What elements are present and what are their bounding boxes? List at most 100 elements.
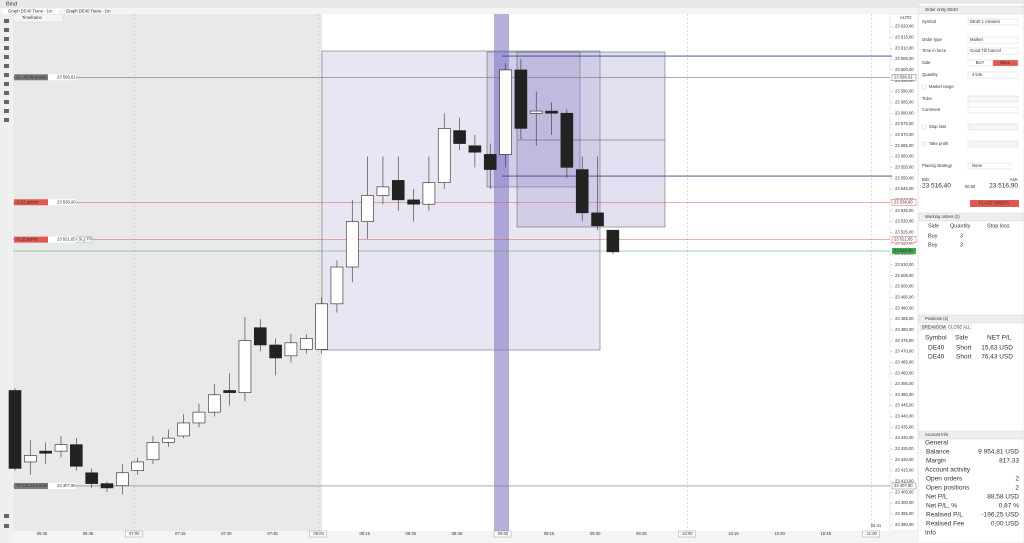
sell-toggle[interactable]: [992, 59, 1019, 67]
tab-label[interactable]: Graph DE40 Trans - 1m: [66, 9, 111, 14]
candle-body: [269, 344, 282, 359]
positions-tab[interactable]: [945, 324, 972, 331]
field-input[interactable]: [967, 18, 1019, 26]
y-tick-label: 23 425,00: [895, 446, 914, 451]
level-button[interactable]: [76, 236, 85, 243]
level-price-box: [48, 482, 76, 489]
x-tick-label: 10:15: [728, 531, 739, 536]
candle-body: [499, 69, 512, 155]
checkbox[interactable]: [921, 124, 927, 130]
candle-body: [192, 411, 206, 424]
row-value: 817,33: [999, 458, 1019, 465]
candle-body: [560, 112, 574, 168]
row-value: 0,87 %: [999, 503, 1019, 510]
column-header: Side: [955, 335, 968, 342]
y-tick-label: 23 405,00: [895, 489, 914, 494]
cell: Short: [956, 354, 972, 361]
checkbox[interactable]: [921, 84, 927, 90]
y-tick-label: 23 460,00: [895, 370, 914, 375]
panel-text: Stop loss: [929, 124, 946, 129]
y-tick-label: 23 435,00: [895, 424, 914, 429]
positions-tab[interactable]: [919, 324, 946, 331]
level-points: 121,48 points: [22, 483, 47, 488]
panel-title: Working orders (2): [925, 214, 960, 219]
candle-body: [39, 450, 52, 454]
panel-title: Order entry DE40: [925, 7, 958, 12]
row-label: Realised Fee: [926, 521, 965, 528]
row-label: Balance: [926, 449, 950, 456]
ticks-input: [967, 95, 1019, 103]
y-tick-label: 23 495,00: [895, 294, 914, 299]
axis-badge: [891, 482, 917, 490]
candle-body: [591, 212, 604, 227]
row-value: 9 954,81 USD: [978, 449, 1019, 456]
x-tick-label: 11:00: [867, 531, 878, 536]
candle-body: [70, 444, 83, 467]
quantity-input[interactable]: [967, 71, 1019, 79]
current-badge: [892, 247, 916, 254]
side-panel: [919, 4, 1023, 542]
y-tick-label: 23 500,00: [895, 284, 914, 289]
section-title: Info: [925, 530, 936, 537]
spread: 00,50: [965, 184, 976, 189]
candle-body: [116, 472, 129, 487]
tab[interactable]: [3, 9, 59, 14]
panel-header: [918, 5, 1024, 15]
y-tick-label: 23 580,00: [895, 110, 914, 115]
x-tick-box: [309, 530, 327, 538]
buy-label: BUY: [976, 60, 985, 65]
candle-body: [85, 472, 98, 484]
level-price: 23 538,90: [57, 199, 76, 204]
level-price: 23 407,90: [57, 483, 76, 488]
y-tick-label: 23 490,00: [895, 305, 914, 310]
row-value: 88,58 USD: [987, 494, 1019, 501]
candle-body: [299, 338, 313, 350]
tool-icons[interactable]: [4, 19, 9, 528]
candle-body: [391, 180, 405, 201]
y-tick-label: 23 470,00: [895, 349, 914, 354]
column-header: Symbol: [925, 335, 947, 342]
level-button[interactable]: [84, 236, 93, 243]
axis-badge: [891, 199, 917, 206]
candle-body: [238, 340, 252, 393]
section-title: Account activity: [925, 467, 971, 474]
placing-select[interactable]: [967, 162, 1011, 170]
row-value: -196,25 USD: [981, 512, 1019, 519]
y-tick-label: 23 455,00: [895, 381, 914, 386]
axis-badge: [891, 74, 917, 81]
tab[interactable]: [61, 9, 117, 14]
level-tag: SL: [16, 74, 22, 79]
x-tick-label: 09:00: [498, 531, 509, 536]
candle-body: [345, 221, 359, 268]
tab-label[interactable]: Graph DE40 Trans - 1m: [8, 9, 53, 14]
comment-input[interactable]: [967, 106, 1019, 114]
field-label: Symbol: [922, 19, 936, 24]
auto-label[interactable]: AUTO: [900, 15, 912, 20]
field-input[interactable]: [967, 47, 1019, 55]
row-label: Net P/L, %: [926, 503, 957, 510]
candle-body: [146, 442, 160, 461]
level-button-label[interactable]: SL: [79, 237, 85, 242]
place-order-label: PLACE ORDER: [979, 201, 1009, 206]
y-tick-label: 23 395,00: [895, 511, 914, 516]
row-label: Net P/L: [926, 494, 948, 501]
y-tick-label: 23 555,00: [895, 165, 914, 170]
checkbox[interactable]: [921, 141, 927, 147]
section-title: General: [925, 440, 949, 447]
panel-title: Positions (2): [925, 316, 949, 321]
y-tick-label: 23 475,00: [895, 338, 914, 343]
candle-body: [437, 128, 451, 183]
x-tick-label: 06:30: [37, 531, 48, 536]
panel-header: [918, 314, 1024, 324]
cell: Buy: [928, 242, 938, 248]
field-input[interactable]: [967, 36, 1019, 44]
level-badge: [14, 74, 48, 81]
y-tick-label: 23 485,00: [895, 316, 914, 321]
candle-body: [8, 390, 22, 469]
candle-body: [483, 154, 497, 170]
row-label: Realised P/L: [926, 512, 963, 519]
place-order-button[interactable]: [970, 200, 1019, 207]
drawn-box[interactable]: [516, 51, 666, 228]
level-button-label[interactable]: TP: [87, 237, 93, 242]
